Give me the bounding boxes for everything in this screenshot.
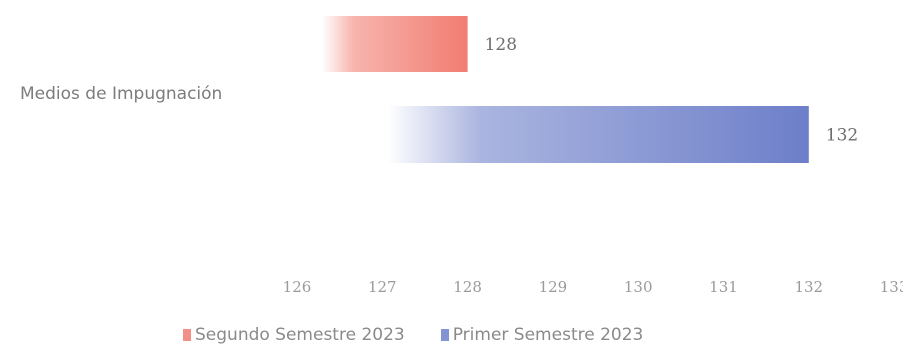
x-axis-ticks: 126 127 128 129 130 131 132 133 <box>283 278 903 296</box>
x-tick-label: 126 <box>283 278 312 296</box>
legend-item-segundo[interactable]: Segundo Semestre 2023 <box>183 325 405 345</box>
bar-segundo <box>322 16 468 72</box>
x-tick-label: 133 <box>880 278 903 296</box>
bar-primer <box>388 106 809 163</box>
data-label-segundo: 128 <box>485 35 517 55</box>
x-tick-label: 130 <box>624 278 653 296</box>
legend-label-primer: Primer Semestre 2023 <box>452 325 644 345</box>
x-tick-label: 127 <box>368 278 397 296</box>
x-tick-label: 128 <box>453 278 482 296</box>
legend-item-primer[interactable]: Primer Semestre 2023 <box>440 325 644 345</box>
x-tick-label: 131 <box>709 278 738 296</box>
labels-layer: 128 132 Medios de Impugnación <box>20 35 858 146</box>
bars-layer <box>322 16 809 163</box>
data-label-primer: 132 <box>826 126 858 146</box>
legend-label-segundo: Segundo Semestre 2023 <box>195 325 405 345</box>
legend-swatch-segundo <box>183 329 191 341</box>
legend: Segundo Semestre 2023 Primer Semestre 20… <box>183 325 643 345</box>
x-tick-label: 132 <box>794 278 823 296</box>
x-tick-label: 129 <box>539 278 568 296</box>
legend-swatch-primer <box>440 329 449 341</box>
category-label: Medios de Impugnación <box>20 84 222 104</box>
